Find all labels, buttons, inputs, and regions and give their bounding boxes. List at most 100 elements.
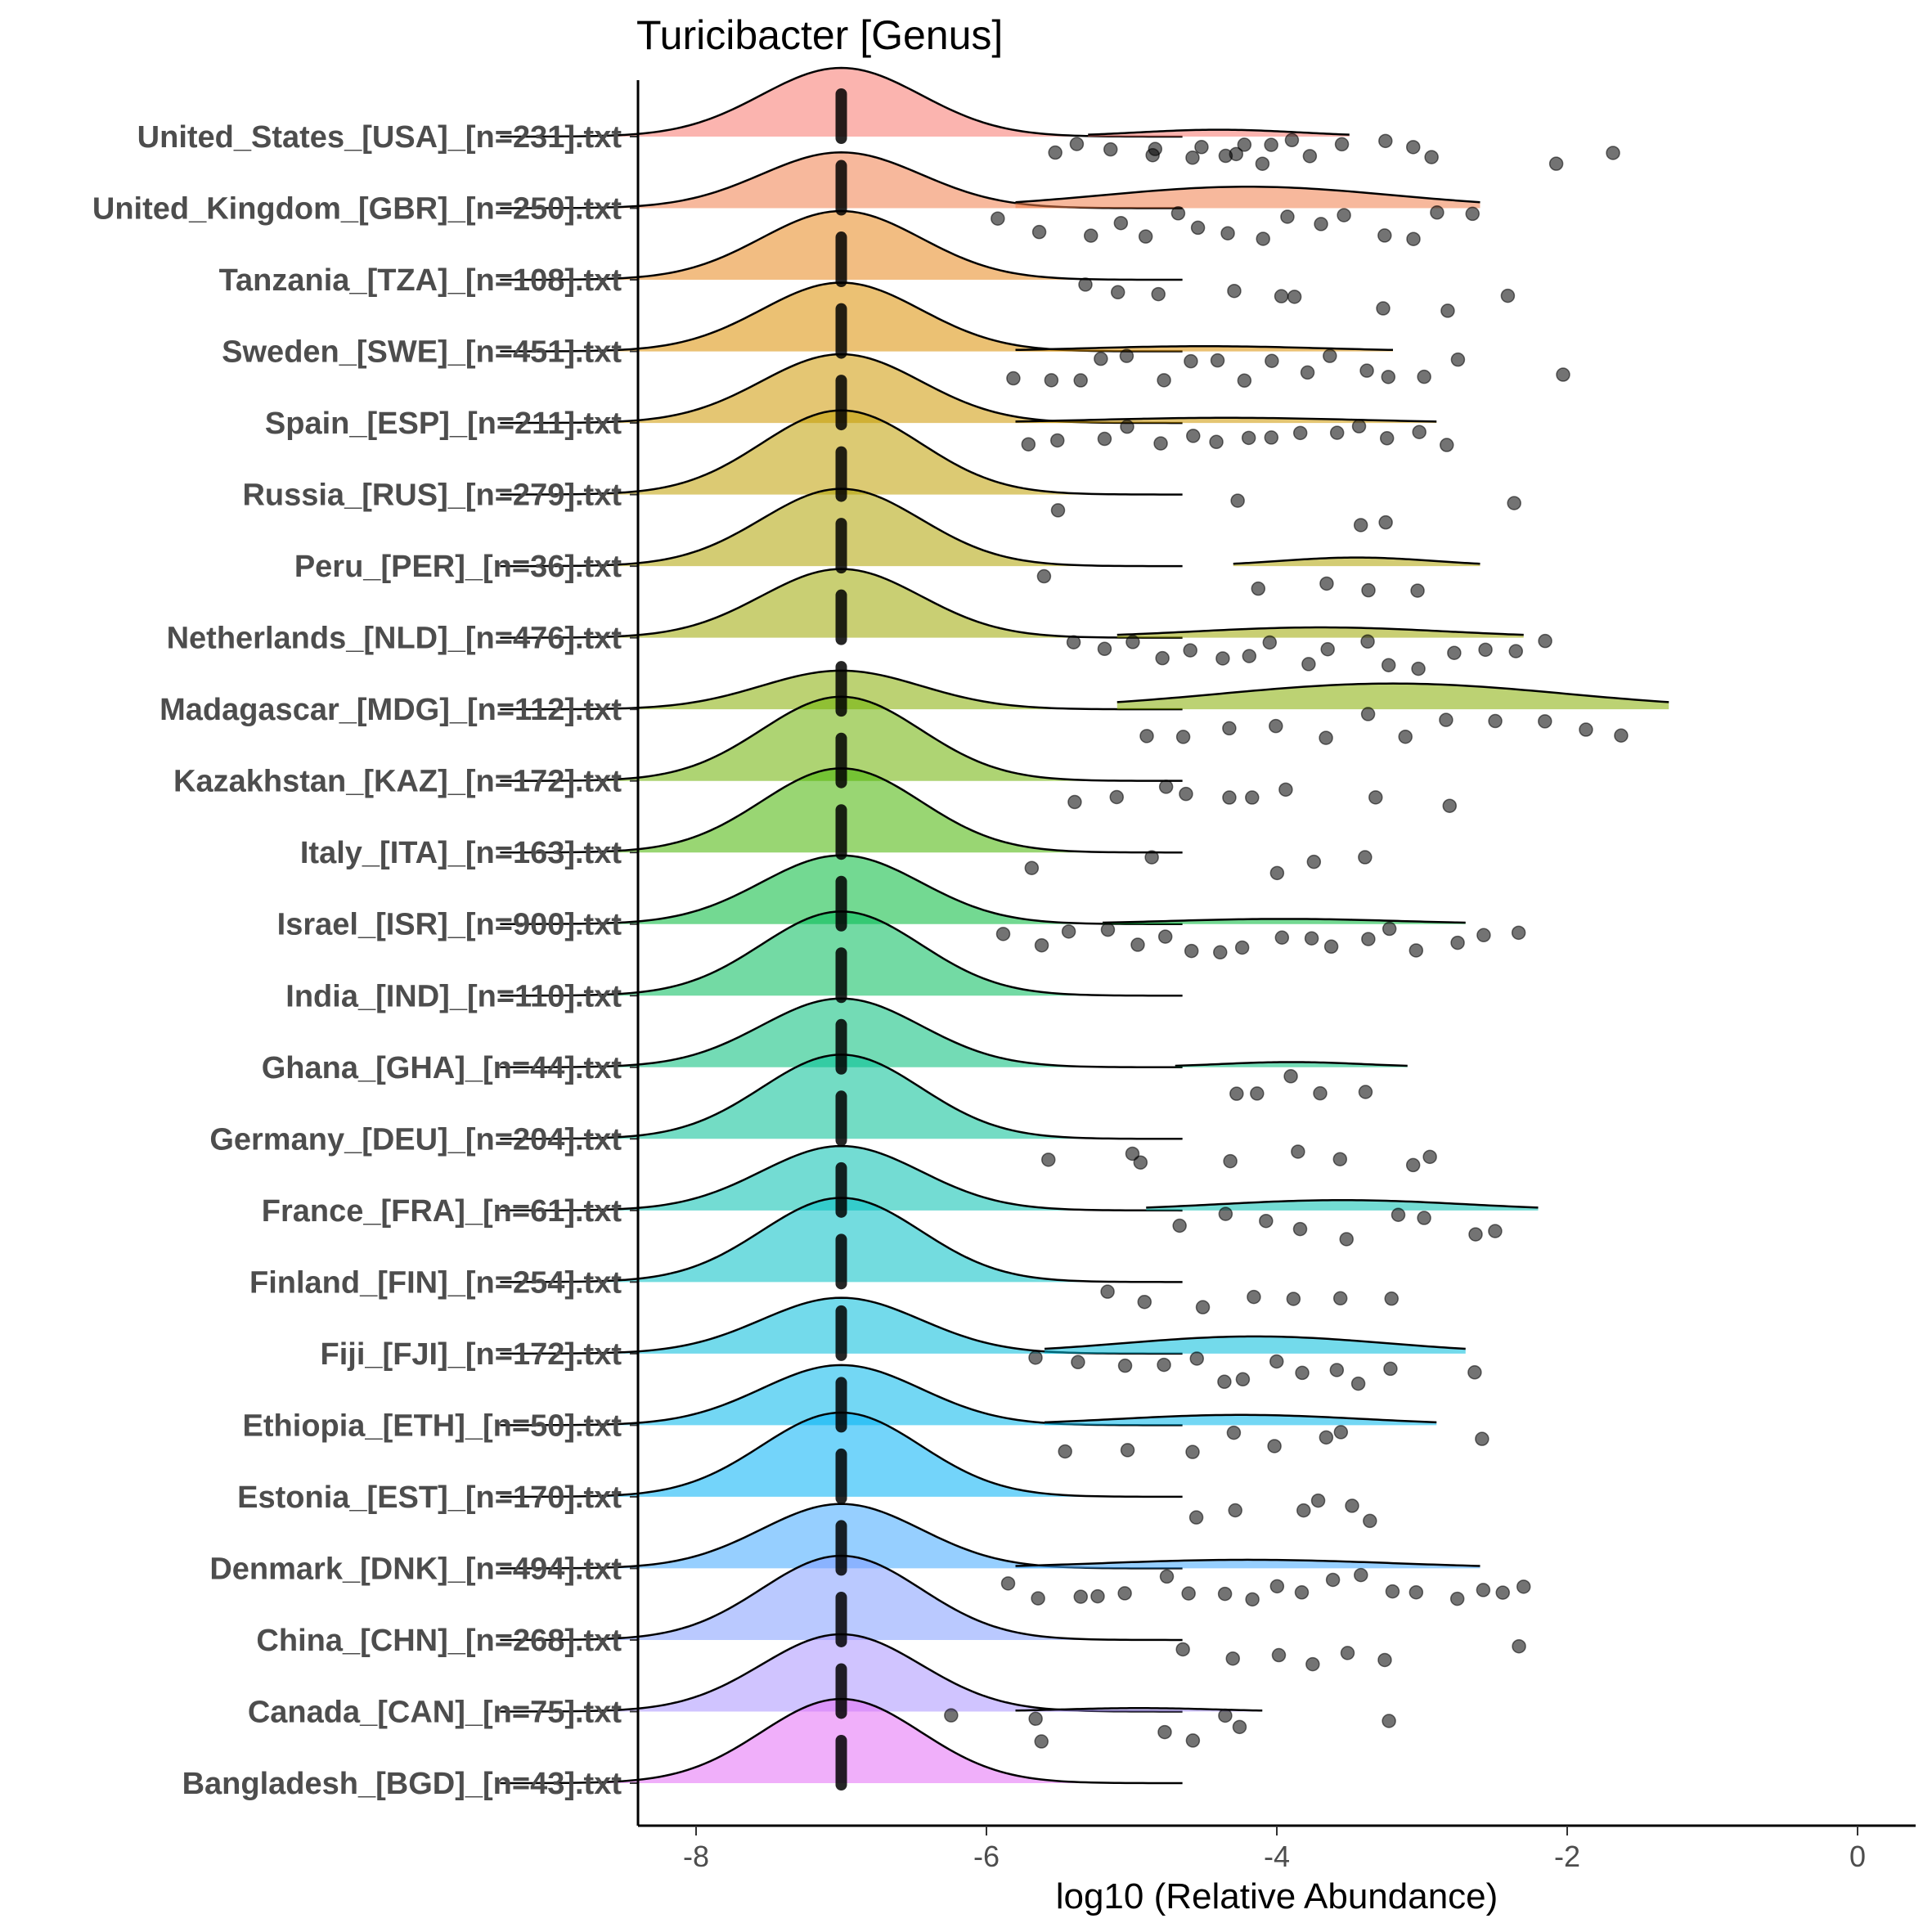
- data-point: [1024, 860, 1040, 875]
- ridge-row-16: [500, 1144, 1539, 1212]
- data-point: [1021, 437, 1036, 452]
- data-point: [1125, 1146, 1140, 1161]
- points-row-4: [1006, 348, 1570, 389]
- data-point: [1034, 937, 1049, 953]
- data-point: [1310, 1493, 1326, 1508]
- ridge-row-9: [500, 669, 1669, 711]
- data-point: [1117, 1358, 1133, 1373]
- data-point: [1323, 348, 1337, 363]
- data-point: [1126, 635, 1140, 649]
- data-point: [1251, 581, 1266, 596]
- data-point: [1262, 635, 1278, 650]
- data-point: [1329, 425, 1345, 440]
- data-point: [1360, 634, 1375, 649]
- data-point: [1185, 1445, 1200, 1459]
- ridge-secondary-outline: [1015, 345, 1394, 352]
- data-point: [1137, 1294, 1152, 1310]
- data-point: [1069, 137, 1085, 151]
- y-label-row-8: Netherlands_[NLD]_[n=476].txt: [167, 622, 622, 656]
- data-point: [1241, 430, 1256, 446]
- data-point: [1291, 1144, 1305, 1159]
- data-point: [1606, 146, 1620, 160]
- data-point: [1185, 1733, 1201, 1748]
- data-point: [1230, 493, 1245, 508]
- data-point: [1379, 431, 1395, 446]
- data-point: [944, 1708, 959, 1723]
- data-point: [1382, 921, 1397, 937]
- ridge-outline: [500, 66, 1183, 138]
- data-point: [1222, 790, 1237, 805]
- data-point: [1301, 657, 1316, 672]
- data-point: [1050, 433, 1065, 448]
- points-row-8: [1066, 633, 1552, 676]
- data-point: [1538, 714, 1552, 729]
- data-point: [1405, 140, 1421, 155]
- data-point: [1350, 1376, 1366, 1391]
- data-point: [1172, 1218, 1187, 1233]
- ridge-secondary-outline: [1146, 1198, 1539, 1209]
- ridge-secondary-fill: [1015, 186, 1480, 209]
- y-label-row-20: Estonia_[EST]_[n=170].txt: [237, 1480, 622, 1515]
- data-point: [1186, 429, 1201, 443]
- y-label-row-24: Bangladesh_[BGD]_[n=43].txt: [182, 1767, 622, 1801]
- points-row-3: [1078, 277, 1516, 318]
- data-point: [1185, 151, 1200, 165]
- data-point: [1440, 438, 1454, 452]
- ridge-secondary-outline: [1015, 416, 1437, 423]
- data-point: [1274, 930, 1290, 945]
- data-point: [1097, 431, 1112, 447]
- ridges: [500, 66, 1669, 1785]
- data-point: [1556, 367, 1570, 382]
- data-point: [1269, 865, 1285, 881]
- ridge-secondary-fill: [1015, 1708, 1263, 1712]
- ridge-row-18: [500, 1296, 1466, 1355]
- points-row-17: [1100, 1284, 1399, 1314]
- data-point: [1034, 1734, 1049, 1749]
- data-point: [1447, 645, 1462, 660]
- ridge-row-5: [500, 353, 1437, 425]
- x-tick-label: 0: [1849, 1840, 1866, 1873]
- data-point: [1409, 1584, 1424, 1600]
- data-point: [1265, 353, 1279, 368]
- data-point: [1229, 146, 1244, 162]
- ridge-secondary-outline: [1117, 682, 1669, 703]
- data-point: [1475, 1431, 1489, 1446]
- data-point: [1144, 850, 1159, 865]
- y-label-row-15: Germany_[DEU]_[n=204].txt: [209, 1122, 622, 1157]
- data-point: [1333, 1425, 1349, 1440]
- data-point: [1133, 1155, 1148, 1170]
- data-point: [1430, 205, 1445, 220]
- data-point: [1235, 1372, 1251, 1387]
- ridge-secondary-fill: [1117, 627, 1524, 638]
- x-tick-label: -4: [1264, 1840, 1290, 1873]
- data-point: [1391, 1207, 1406, 1222]
- data-point: [1217, 1586, 1233, 1602]
- data-point: [1189, 1351, 1204, 1366]
- ridge-row-12: [500, 854, 1466, 925]
- data-point: [1361, 582, 1376, 598]
- data-point: [1378, 133, 1393, 149]
- data-point: [1036, 568, 1052, 584]
- data-point: [1295, 1365, 1310, 1381]
- data-point: [1337, 208, 1351, 222]
- data-point: [1031, 1591, 1045, 1606]
- data-point: [1323, 939, 1339, 955]
- ridge-secondary-outline: [1015, 186, 1480, 204]
- data-point: [1292, 1221, 1308, 1237]
- ridge-secondary-fill: [1045, 1336, 1466, 1354]
- data-point: [1245, 1592, 1260, 1607]
- data-point: [1220, 226, 1235, 240]
- ridge-secondary-outline: [1044, 1413, 1437, 1424]
- data-point: [1314, 217, 1328, 231]
- data-point: [1381, 658, 1396, 672]
- data-point: [1237, 137, 1252, 152]
- y-label-row-22: China_[CHN]_[n=268].txt: [256, 1624, 622, 1658]
- ridge-row-21: [500, 1503, 1480, 1570]
- data-point: [1195, 1300, 1211, 1314]
- data-point: [1071, 1355, 1085, 1370]
- data-point: [1058, 1444, 1072, 1459]
- ridge-secondary-fill: [1015, 346, 1393, 352]
- data-point: [1184, 353, 1198, 369]
- data-point: [1247, 1289, 1261, 1305]
- data-point: [1048, 145, 1063, 160]
